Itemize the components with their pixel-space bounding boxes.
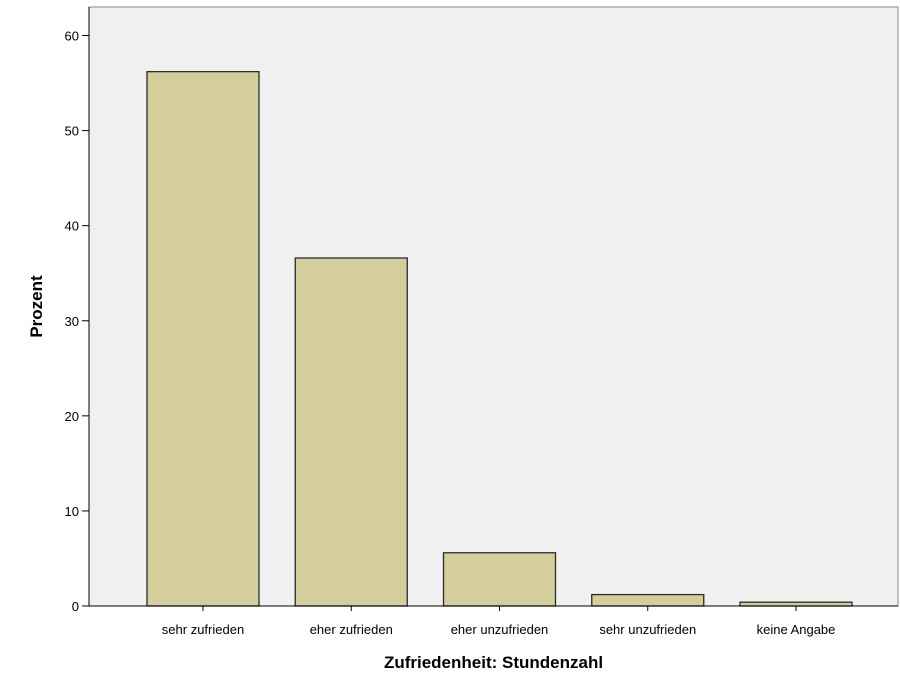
y-tick-label: 40 xyxy=(65,219,79,234)
x-axis-title: Zufriedenheit: Stundenzahl xyxy=(384,653,603,672)
x-tick-label: eher zufrieden xyxy=(310,622,393,637)
y-axis-title: Prozent xyxy=(27,275,46,338)
y-tick-label: 50 xyxy=(65,124,79,139)
x-axis-ticks: sehr zufrieden eher zufrieden eher unzufri… xyxy=(162,606,836,637)
bar-eher-unzufrieden xyxy=(442,552,557,607)
y-tick-label: 0 xyxy=(72,599,79,614)
y-tick-label: 10 xyxy=(65,504,79,519)
x-tick-label: keine Angabe xyxy=(757,622,836,637)
y-tick-label: 30 xyxy=(65,314,79,329)
y-axis-ticks: 0 10 20 30 40 50 60 xyxy=(65,29,89,614)
bar-eher-zufrieden xyxy=(294,257,408,607)
bar-sehr-zufrieden xyxy=(146,71,260,607)
bar-sehr-unzufrieden xyxy=(591,593,705,607)
y-tick-label: 60 xyxy=(65,29,79,44)
x-tick-label: eher unzufrieden xyxy=(451,622,549,637)
y-tick-label: 20 xyxy=(65,409,79,424)
x-tick-label: sehr zufrieden xyxy=(162,622,244,637)
bar-keine-angabe xyxy=(739,601,853,607)
x-tick-label: sehr unzufrieden xyxy=(599,622,696,637)
bars-group xyxy=(146,71,853,607)
